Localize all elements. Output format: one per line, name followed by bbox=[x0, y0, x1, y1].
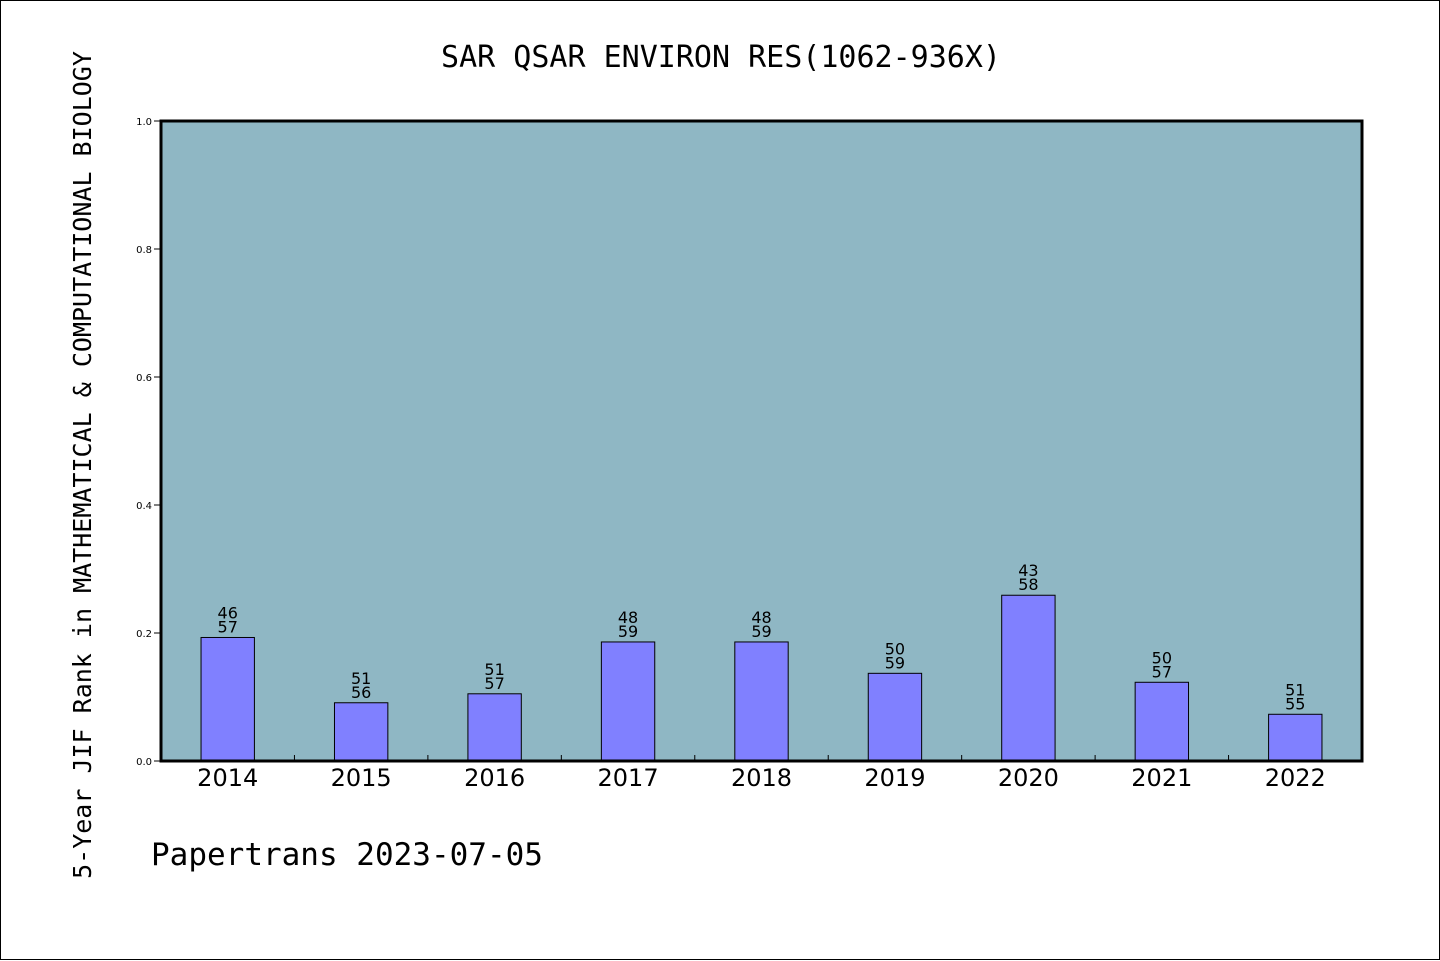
y-tick-label: 0.2 bbox=[136, 629, 152, 640]
x-tick-label: 2015 bbox=[331, 764, 392, 792]
bar bbox=[867, 672, 923, 762]
x-axis: 2014 2015 2016 2017 2018 2019 2020 2021 2022 bbox=[197, 755, 1326, 792]
bar-rank-label: 51 bbox=[1285, 680, 1305, 699]
chart-title: SAR QSAR ENVIRON RES(1062-936X) bbox=[441, 40, 1001, 75]
plot-frame bbox=[159, 119, 1364, 763]
bar bbox=[1001, 594, 1056, 762]
x-tick-label: 2019 bbox=[864, 764, 925, 792]
y-tick-label: 1.0 bbox=[136, 117, 152, 128]
bar-total-label: 57 bbox=[484, 674, 504, 693]
bar-total-label: 59 bbox=[885, 653, 905, 672]
x-tick-label: 2016 bbox=[464, 764, 525, 792]
bar-rank-label: 50 bbox=[1152, 648, 1172, 667]
bar-total-label: 58 bbox=[1018, 575, 1038, 594]
bar-rank-label: 50 bbox=[885, 639, 905, 658]
bar-total-label: 55 bbox=[1285, 694, 1305, 713]
y-tick-label: 0.4 bbox=[136, 501, 152, 512]
x-tick-label: 2020 bbox=[998, 764, 1059, 792]
bar-rank-label: 46 bbox=[218, 603, 238, 622]
bar-total-label: 57 bbox=[1152, 662, 1172, 681]
bar bbox=[333, 702, 389, 762]
y-tick-label: 0.8 bbox=[136, 245, 152, 256]
bar bbox=[200, 636, 255, 762]
bar-series bbox=[200, 594, 1323, 762]
footer-date-stamp: Papertrans 2023-07-05 bbox=[151, 837, 543, 873]
bar bbox=[1134, 681, 1190, 762]
bar-rank-label: 48 bbox=[751, 608, 771, 627]
y-axis: 0.0 0.2 0.4 0.6 0.8 1.0 bbox=[136, 117, 161, 768]
bar-total-label: 59 bbox=[618, 622, 638, 641]
bar-total-label: 59 bbox=[751, 622, 771, 641]
y-tick-label: 0.6 bbox=[136, 373, 152, 384]
x-tick-label: 2014 bbox=[197, 764, 258, 792]
x-tick-label: 2018 bbox=[731, 764, 792, 792]
bar bbox=[600, 641, 656, 762]
bar bbox=[734, 641, 789, 762]
bar-total-label: 57 bbox=[218, 617, 238, 636]
x-tick-label: 2017 bbox=[598, 764, 659, 792]
bar-rank-label: 51 bbox=[484, 660, 504, 679]
bar bbox=[1268, 713, 1323, 762]
bar-rank-label: 51 bbox=[351, 669, 371, 688]
bar-rank-label: 48 bbox=[618, 608, 638, 627]
bar bbox=[467, 693, 522, 762]
y-axis-label: 5-Year JIF Rank in MATHEMATICAL & COMPUT… bbox=[68, 51, 97, 879]
bar-rank-label: 43 bbox=[1018, 561, 1038, 580]
x-tick-label: 2022 bbox=[1265, 764, 1326, 792]
y-tick-label: 0.0 bbox=[136, 757, 152, 768]
bar-total-label: 56 bbox=[351, 683, 371, 702]
x-tick-label: 2021 bbox=[1131, 764, 1192, 792]
